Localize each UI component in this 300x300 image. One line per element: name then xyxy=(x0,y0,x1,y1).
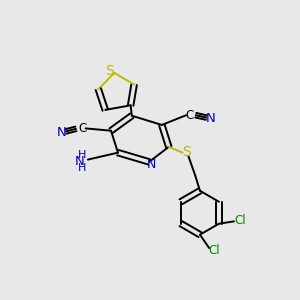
Text: S: S xyxy=(182,145,191,158)
Text: Cl: Cl xyxy=(234,214,246,227)
Text: Cl: Cl xyxy=(208,244,220,257)
Text: H: H xyxy=(78,150,86,161)
Text: C: C xyxy=(185,109,194,122)
Text: C: C xyxy=(78,122,86,135)
Text: N: N xyxy=(57,126,67,139)
Text: N: N xyxy=(147,158,157,171)
Text: S: S xyxy=(105,64,114,78)
Text: H: H xyxy=(78,164,86,173)
Text: N: N xyxy=(206,112,215,125)
Text: N: N xyxy=(74,155,84,168)
